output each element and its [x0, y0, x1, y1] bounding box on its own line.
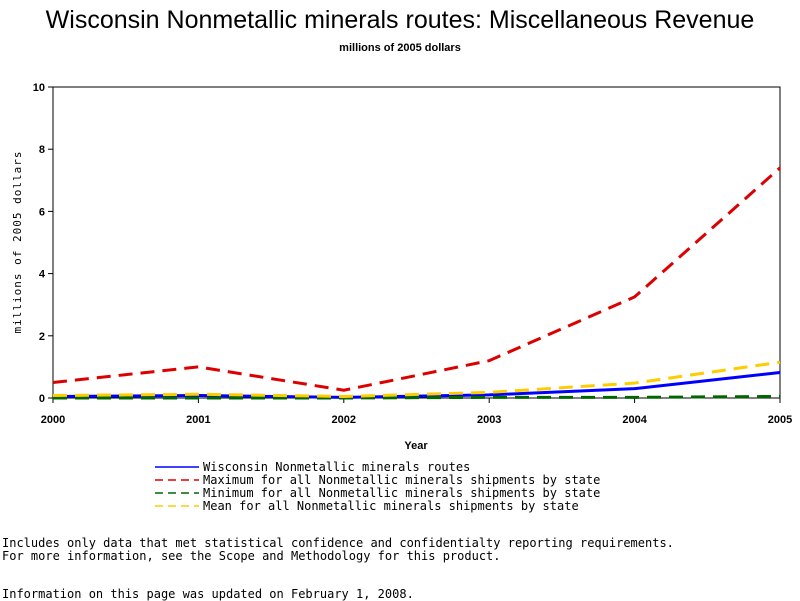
legend-label-wisconsin: Wisconsin Nonmetallic minerals routes: [203, 460, 471, 474]
legend-label-maximum: Maximum for all Nonmetallic minerals shi…: [203, 473, 601, 487]
legend: Wisconsin Nonmetallic minerals routes Ma…: [155, 461, 600, 513]
x-tick-label: 2000: [41, 414, 65, 426]
legend-item: Minimum for all Nonmetallic minerals shi…: [155, 487, 600, 500]
legend-swatch-minimum: [155, 492, 199, 494]
x-tick-label: 2001: [186, 414, 210, 426]
footnote-confidence: Includes only data that met statistical …: [2, 536, 674, 550]
y-axis-label: millions of 2005 dollars: [11, 151, 24, 334]
series-line-maximum: [52, 166, 781, 392]
x-axis-ticks: 2000 2001 2002 2003 2004 2005: [41, 398, 792, 426]
footnote-methodology: For more information, see the Scope and …: [2, 549, 501, 563]
chart-title: Wisconsin Nonmetallic minerals routes: M…: [45, 6, 755, 34]
line-chart: 0 2 4 6 8 10 2000 2001 2002 2003 2004 2005 Year mi…: [11, 82, 792, 452]
x-tick-label: 2003: [477, 414, 501, 426]
x-tick-label: 2002: [332, 414, 356, 426]
legend-item: Mean for all Nonmetallic minerals shipme…: [155, 500, 600, 513]
legend-swatch-maximum: [155, 479, 199, 481]
y-tick-label: 10: [33, 82, 45, 94]
series-line-minimum: [53, 394, 781, 400]
y-tick-label: 8: [39, 144, 45, 156]
x-axis-label: Year: [404, 440, 428, 452]
legend-label-minimum: Minimum for all Nonmetallic minerals shi…: [203, 486, 601, 500]
y-axis-ticks: 0 2 4 6 8 10: [33, 82, 53, 405]
legend-label-mean: Mean for all Nonmetallic minerals shipme…: [203, 499, 579, 513]
legend-swatch-mean: [155, 505, 199, 507]
y-tick-label: 0: [39, 393, 45, 405]
chart-subtitle: millions of 2005 dollars: [339, 42, 461, 54]
legend-swatch-wisconsin: [155, 466, 199, 468]
legend-item: Wisconsin Nonmetallic minerals routes: [155, 461, 600, 474]
series-lines: [52, 166, 781, 400]
plot-frame: [52, 86, 781, 399]
y-tick-label: 4: [39, 269, 46, 281]
y-tick-label: 2: [39, 331, 45, 343]
series-line-mean: [52, 360, 781, 398]
x-tick-label: 2004: [622, 414, 647, 426]
y-tick-label: 6: [39, 206, 45, 218]
legend-item: Maximum for all Nonmetallic minerals shi…: [155, 474, 600, 487]
x-tick-label: 2005: [768, 414, 792, 426]
footnote-updated: Information on this page was updated on …: [2, 587, 414, 601]
